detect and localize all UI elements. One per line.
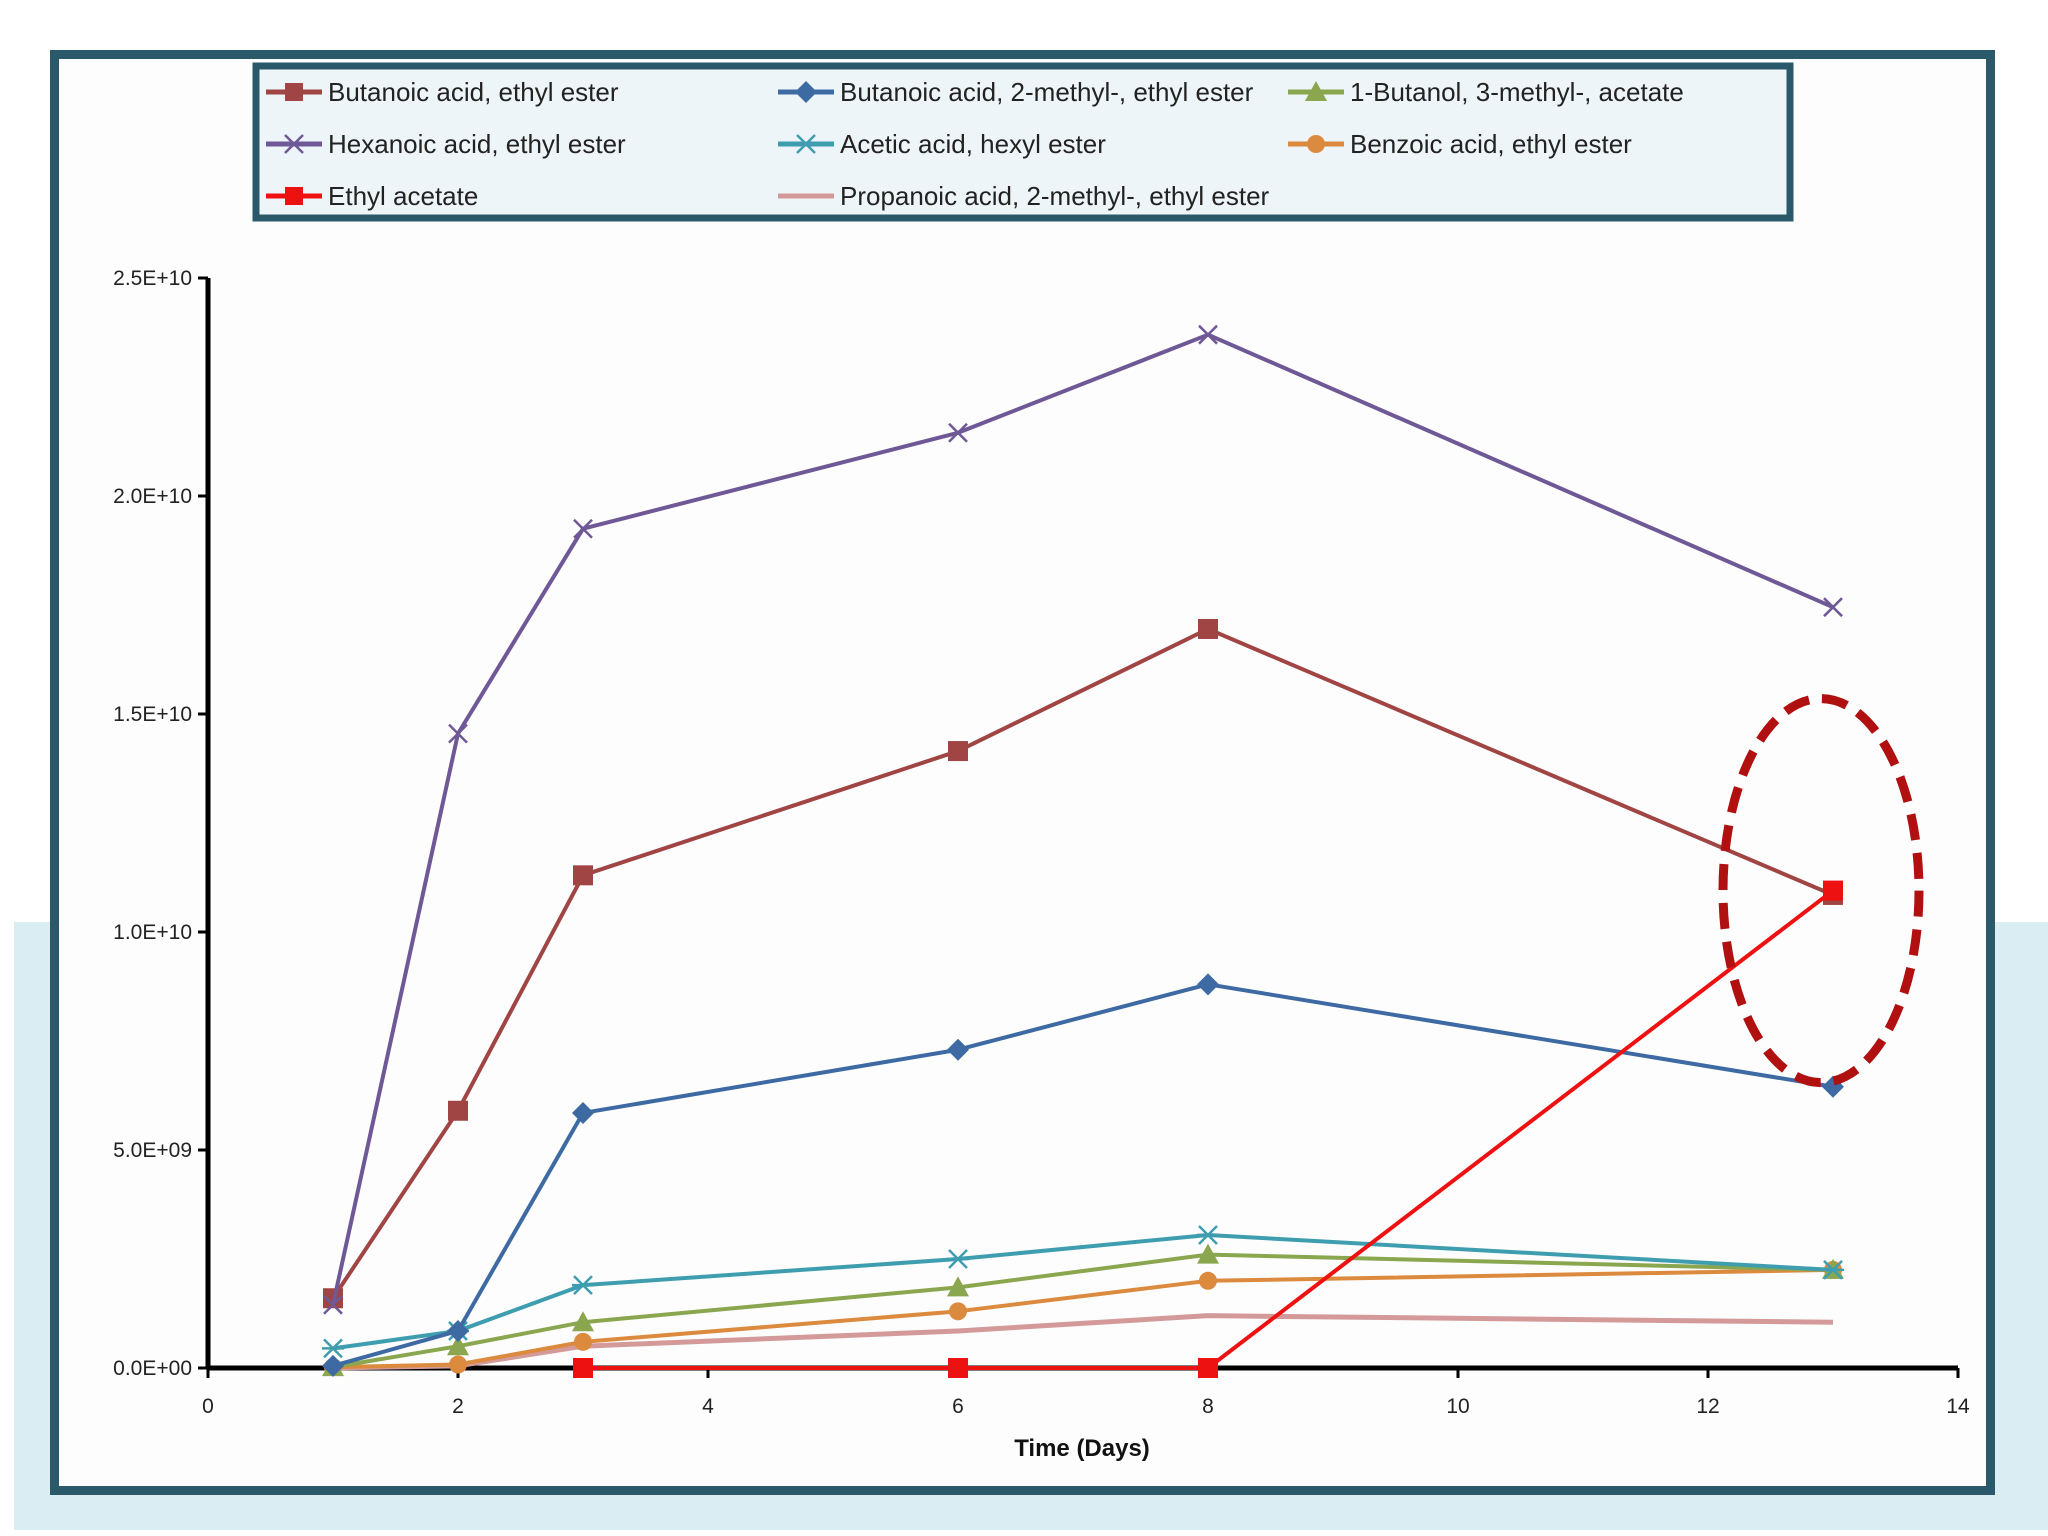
data-point [323,1294,343,1315]
legend-marker [795,134,817,154]
data-point [1823,597,1843,618]
legend-item: Propanoic acid, 2-methyl-, ethyl ester [778,181,1270,211]
legend-item: Butanoic acid, 2-methyl-, ethyl ester [778,77,1254,107]
data-point [322,1354,344,1377]
x-tick-label: 2 [452,1395,464,1418]
data-point [947,1249,969,1269]
legend-label: 1-Butanol, 3-methyl-, acetate [1350,77,1684,107]
y-tick-label: 1.0E+10 [113,921,192,944]
series-line [331,332,1834,1306]
legend-marker [1305,81,1327,101]
data-point [447,1319,469,1342]
data-point [1197,973,1219,996]
data-point [573,1358,593,1378]
legend-item: Hexanoic acid, ethyl ester [266,129,626,159]
data-point [447,1335,469,1356]
legend-item: Acetic acid, hexyl ester [778,129,1106,159]
series-propanoic-acid-2-methyl-ethyl-ester [332,1313,1834,1371]
series-layer [322,324,1844,1378]
data-point [572,1311,594,1332]
y-tick-label: 0.0E+00 [113,1357,192,1380]
legend-marker [285,187,303,205]
series-butanoic-acid-2-methyl-ethyl-ester [322,973,1844,1377]
series-butanoic-acid-ethyl-ester [323,618,1843,1309]
data-point [1198,324,1218,345]
data-point [322,1338,344,1359]
data-point [1197,1243,1219,1264]
data-point [949,1302,967,1321]
series-line [332,1252,1834,1370]
legend-marker [284,134,304,154]
x-tick-label: 0 [202,1395,214,1418]
legend-label: Acetic acid, hexyl ester [840,129,1106,159]
series-acetic-acid-hexyl-ester [322,1225,1844,1359]
legend: Butanoic acid, ethyl ester Butanoic acid,… [252,62,1794,222]
data-point [948,422,968,443]
series-line [332,1313,1834,1371]
legend-item: Ethyl acetate [266,181,478,211]
data-point [448,1100,468,1121]
x-tick-label: 14 [1946,1395,1970,1418]
legend-item: 1-Butanol, 3-methyl-, acetate [1288,77,1684,107]
x-tick-label: 4 [702,1395,714,1418]
legend-marker [285,83,303,101]
series-hexanoic-acid-ethyl-ester [323,324,1843,1315]
legend-box [252,62,1794,222]
legend-label: Benzoic acid, ethyl ester [1350,129,1632,159]
series-line [332,1233,1834,1351]
legend-label: Hexanoic acid, ethyl ester [328,129,626,159]
data-point [448,723,468,744]
data-point [572,1275,594,1296]
series-line [332,1267,1834,1370]
series-line [332,982,1834,1368]
data-point [1197,1225,1219,1245]
x-axis-title: Time (Days) [1014,1435,1150,1462]
data-point [947,1276,969,1297]
data-point [1198,1358,1218,1378]
data-point [948,741,968,762]
y-tick-label: 2.5E+10 [113,267,192,290]
series-line [331,626,1834,1300]
data-point [1823,880,1843,901]
data-point [573,865,593,886]
x-tick-label: 8 [1202,1395,1214,1418]
y-tick-label: 2.0E+10 [113,485,192,508]
series-line [583,888,1835,1370]
data-point [1822,1260,1844,1280]
legend-label: Butanoic acid, ethyl ester [328,77,619,107]
y-tick-label: 1.5E+10 [113,703,192,726]
series-1-butanol-3-methyl-acetate [322,1243,1844,1377]
legend-item: Benzoic acid, ethyl ester [1288,129,1632,159]
legend-marker [795,81,817,103]
series-ethyl-acetate [573,880,1843,1378]
x-tick-label: 10 [1446,1395,1469,1418]
data-point [573,518,593,539]
legend-label: Butanoic acid, 2-methyl-, ethyl ester [840,77,1254,107]
legend-label: Propanoic acid, 2-methyl-, ethyl ester [840,181,1270,211]
data-point [572,1101,594,1124]
y-tick-label: 5.0E+09 [113,1139,192,1162]
x-tick-label: 12 [1696,1395,1719,1418]
x-tick-label: 6 [952,1395,964,1418]
data-point [574,1332,592,1351]
axes: 0.0E+00 5.0E+09 1.0E+10 1.5E+10 2.0E+10 2.5E+… [113,267,1970,1418]
data-point [948,1358,968,1378]
legend-label: Ethyl acetate [328,181,478,211]
legend-marker [1307,135,1325,153]
data-point [1198,618,1218,639]
data-point [1199,1271,1217,1290]
data-point [947,1038,969,1061]
legend-item: Butanoic acid, ethyl ester [266,77,619,107]
data-point [449,1355,467,1374]
